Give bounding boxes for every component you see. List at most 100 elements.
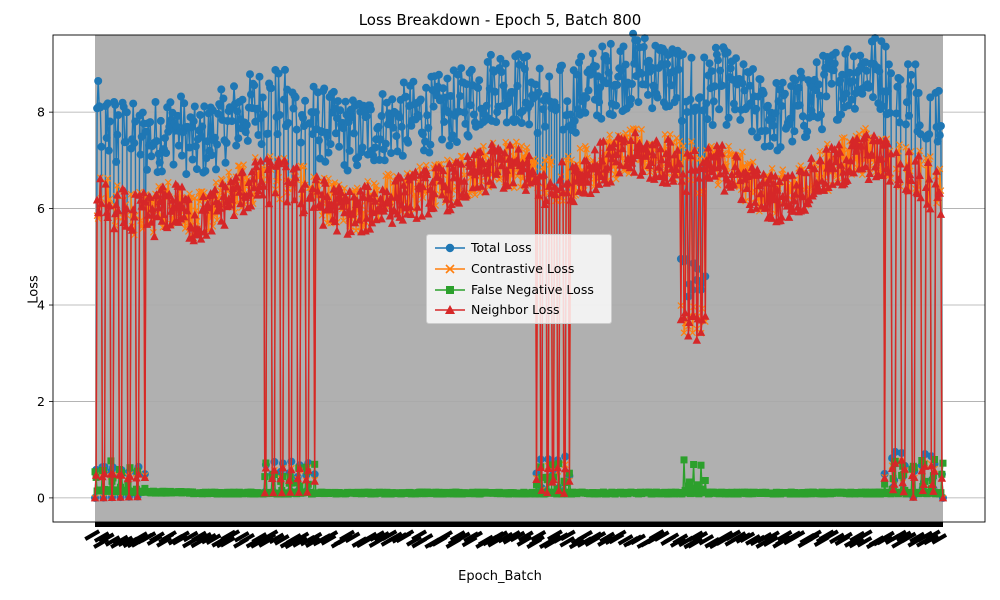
data-point (794, 83, 803, 92)
data-point (896, 159, 905, 168)
data-point (824, 183, 833, 191)
data-point (617, 66, 626, 75)
data-point (279, 95, 288, 104)
data-point (339, 217, 347, 225)
data-point (778, 78, 787, 87)
data-point (187, 223, 196, 232)
legend-label: False Negative Loss (471, 282, 594, 297)
data-point (207, 151, 216, 160)
data-point (682, 186, 691, 195)
data-point (690, 146, 699, 154)
data-point (703, 115, 712, 124)
data-point (534, 190, 543, 199)
data-point (166, 98, 175, 107)
data-point (326, 140, 335, 149)
data-point (878, 171, 887, 179)
x-tick-label (610, 529, 627, 542)
data-point (576, 144, 584, 152)
data-point (333, 114, 341, 123)
data-point (342, 196, 351, 205)
data-point (885, 108, 894, 117)
data-point (477, 181, 486, 190)
data-point (848, 77, 857, 86)
data-point (753, 133, 762, 142)
data-point (675, 159, 684, 168)
data-point (683, 108, 692, 117)
data-point (475, 76, 484, 85)
data-point (746, 99, 755, 108)
data-point (688, 138, 695, 145)
data-point (125, 471, 135, 480)
x-tick-label (630, 533, 646, 546)
data-point (910, 472, 919, 481)
data-point (456, 92, 465, 101)
data-point (800, 205, 810, 214)
data-point (709, 97, 718, 106)
x-tick-label (268, 532, 285, 545)
data-point (512, 138, 520, 146)
data-point (197, 132, 206, 141)
data-point (462, 80, 471, 89)
data-point (626, 136, 636, 144)
data-point (475, 166, 484, 175)
data-point (653, 138, 662, 147)
data-point (300, 163, 308, 170)
data-point (803, 127, 812, 136)
data-point (639, 43, 648, 51)
data-point (884, 167, 894, 176)
data-point (484, 157, 493, 166)
data-point (621, 60, 630, 69)
data-point (359, 222, 366, 230)
data-point (152, 190, 161, 199)
x-tick-label (200, 532, 217, 545)
data-point (917, 466, 926, 475)
data-point (546, 178, 555, 187)
data-point (584, 170, 593, 179)
data-point (134, 469, 143, 478)
data-point (672, 94, 681, 102)
legend-item-contrastive-loss: Contrastive Loss (427, 259, 611, 279)
data-point (715, 105, 724, 114)
x-tick-label (273, 534, 290, 546)
data-point (551, 190, 560, 199)
data-point (501, 59, 510, 68)
data-point (502, 165, 511, 174)
data-point (259, 110, 268, 119)
x-tick-label (224, 529, 241, 541)
x-tick-label (917, 530, 934, 543)
data-point (843, 175, 852, 184)
data-point (458, 152, 466, 160)
data-point (338, 201, 347, 210)
data-point (151, 98, 160, 106)
data-point (867, 149, 877, 158)
data-point (739, 60, 748, 69)
data-point (649, 150, 658, 159)
data-point (770, 195, 779, 204)
legend-item-false-negative-loss: False Negative Loss (427, 280, 611, 300)
data-point (157, 167, 166, 176)
data-point (888, 485, 898, 494)
data-point (767, 213, 777, 222)
data-point (555, 175, 565, 184)
data-point (596, 83, 605, 92)
data-point (606, 39, 615, 48)
data-point (227, 117, 236, 126)
data-point (364, 177, 372, 185)
data-point (375, 203, 384, 212)
data-point (483, 164, 492, 173)
data-point (444, 108, 453, 117)
data-point (615, 168, 624, 177)
data-point (142, 219, 152, 228)
data-point (496, 54, 505, 63)
data-point (367, 218, 377, 227)
data-point (248, 174, 258, 183)
data-point (235, 187, 244, 196)
data-point (189, 117, 198, 126)
data-point (911, 60, 920, 69)
data-point (321, 178, 330, 187)
data-point (155, 197, 164, 206)
data-point (216, 101, 225, 110)
data-point (541, 122, 549, 131)
data-point (788, 137, 797, 146)
